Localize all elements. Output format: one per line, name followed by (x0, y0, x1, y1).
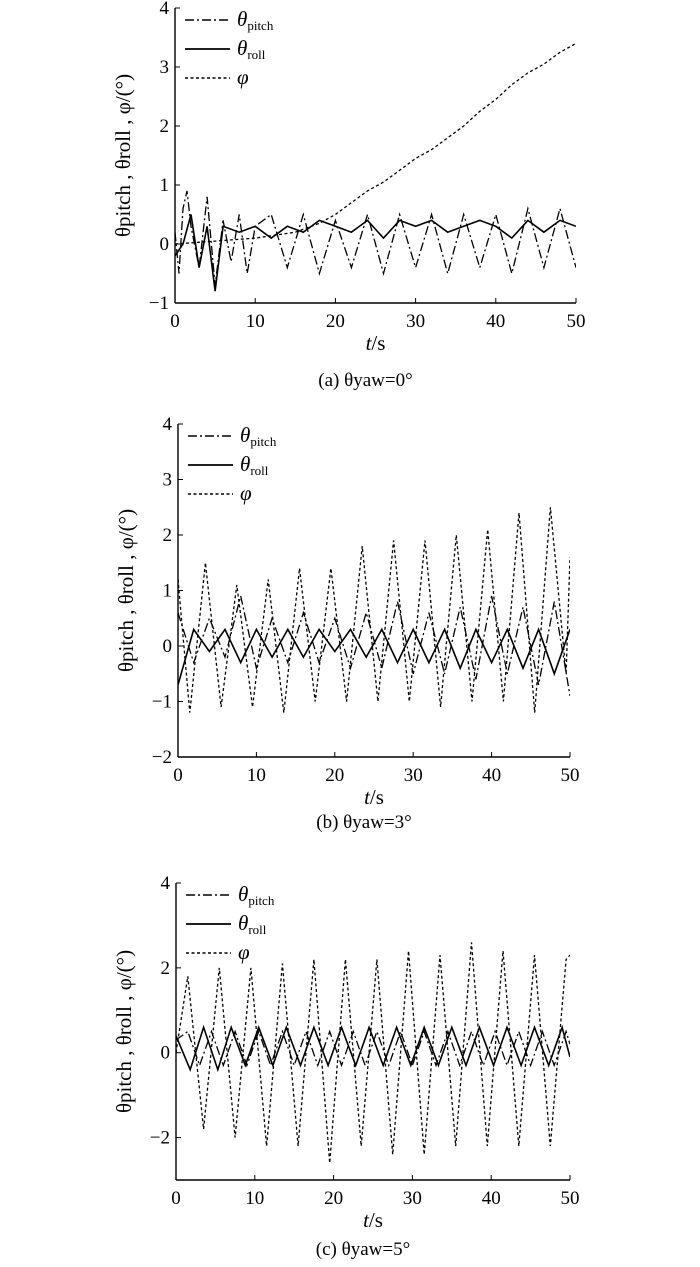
x-tick-label: 0 (171, 1188, 181, 1209)
y-tick-label: 0 (160, 234, 170, 255)
legend-label-3: φ (240, 481, 252, 505)
y-tick-label: 3 (160, 57, 170, 78)
y-axis-title: θpitch , θroll , φ/(°) (114, 509, 138, 672)
legend-label-2: θroll (237, 36, 266, 62)
legend-label-1: θpitch (240, 423, 277, 449)
y-tick-label: −2 (150, 1128, 170, 1149)
legend-label-1: θpitch (237, 7, 274, 33)
x-tick-label: 40 (482, 765, 501, 786)
x-tick-label: 30 (406, 311, 425, 332)
panel-caption: (a) θyaw=0° (318, 370, 412, 391)
x-tick-label: 50 (561, 765, 580, 786)
y-tick-label: 4 (161, 873, 171, 894)
x-tick-label: 50 (561, 1188, 580, 1209)
x-axis-title: t/s (364, 785, 384, 809)
series-line-3 (178, 507, 570, 713)
x-tick-label: 20 (325, 765, 344, 786)
legend-label-3: φ (237, 65, 249, 89)
legend-label-3: φ (238, 940, 250, 964)
y-tick-label: 2 (163, 525, 173, 546)
legend-label-2: θroll (240, 452, 269, 478)
x-tick-label: 40 (486, 311, 505, 332)
y-tick-label: 2 (161, 958, 171, 979)
y-tick-label: 3 (163, 470, 173, 491)
y-tick-label: 0 (163, 636, 173, 657)
panel-2: 0 10 20 30 40 50 −2 −1 0 1 2 3 4 t/s θpitch , θroll , … (114, 414, 580, 833)
x-tick-label: 0 (173, 765, 183, 786)
y-tick-label: −1 (152, 692, 172, 713)
series-line-3 (175, 42, 576, 245)
y-tick-label: 2 (160, 116, 170, 137)
y-tick-label: 1 (163, 581, 173, 602)
y-tick-label: −1 (149, 293, 169, 314)
x-tick-label: 0 (170, 311, 180, 332)
y-tick-label: 4 (160, 0, 170, 19)
series-line-1 (178, 595, 570, 697)
x-tick-label: 10 (245, 1188, 264, 1209)
x-axis-title: t/s (366, 331, 386, 355)
y-tick-label: 0 (161, 1043, 171, 1064)
x-tick-label: 10 (246, 311, 265, 332)
panel-caption: (c) θyaw=5° (316, 1239, 410, 1260)
x-tick-label: 20 (326, 311, 345, 332)
y-tick-label: 1 (160, 175, 170, 196)
y-tick-label: −2 (152, 747, 172, 768)
x-axis-title: t/s (363, 1208, 383, 1232)
legend-label-1: θpitch (238, 882, 275, 908)
x-tick-label: 30 (404, 765, 423, 786)
y-axis-title: θpitch , θroll , φ/(°) (112, 950, 136, 1113)
y-tick-label: 4 (163, 414, 173, 435)
series-line-2 (178, 627, 570, 686)
x-tick-label: 50 (567, 311, 586, 332)
panel-3: 0 10 20 30 40 50 −2 0 2 4 t/s θpitch , θroll , φ/(°… (112, 873, 580, 1260)
panel-caption: (b) θyaw=3° (316, 812, 411, 833)
series-line-2 (176, 1024, 570, 1073)
series-line-2 (175, 214, 576, 292)
series-line-1 (176, 1029, 570, 1068)
x-tick-label: 20 (324, 1188, 343, 1209)
series-line-3 (176, 942, 570, 1164)
legend-label-2: θroll (238, 911, 267, 937)
x-tick-label: 30 (403, 1188, 422, 1209)
x-tick-label: 10 (247, 765, 266, 786)
y-axis-title: θpitch , θroll , φ/(°) (111, 74, 135, 237)
series-line-1 (175, 190, 576, 286)
x-tick-label: 40 (482, 1188, 501, 1209)
